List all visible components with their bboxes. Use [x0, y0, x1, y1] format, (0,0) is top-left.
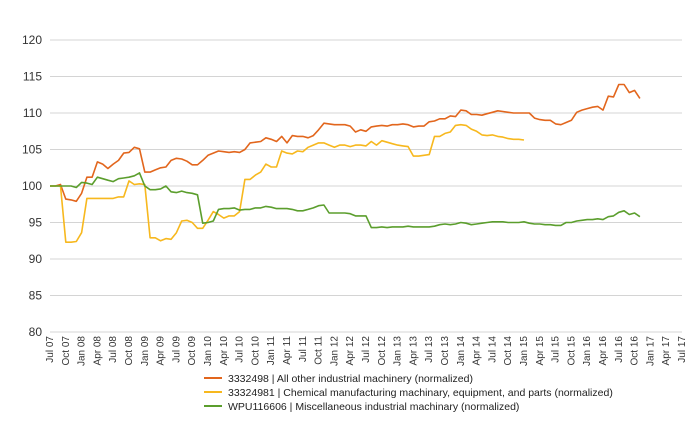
x-tick-label: Oct 11 — [314, 336, 325, 365]
x-tick-label: Jul 17 — [677, 336, 688, 363]
y-tick-label: 105 — [22, 143, 42, 157]
series-line-1 — [50, 83, 641, 203]
x-tick-label: Jul 10 — [235, 336, 246, 363]
x-tick-label: Apr 12 — [345, 336, 356, 366]
x-tick-label: Jul 11 — [298, 336, 309, 362]
x-tick-label: Jan 14 — [456, 336, 467, 366]
legend-label-3: WPU116606 | Miscellaneous industrial mac… — [228, 401, 519, 413]
x-tick-label: Oct 12 — [377, 336, 388, 366]
x-tick-label: Apr 15 — [535, 336, 546, 366]
x-tick-label: Jan 13 — [393, 336, 404, 366]
x-tick-label: Jul 16 — [614, 336, 625, 363]
series-line-2 — [50, 123, 525, 243]
x-tick-label: Oct 13 — [440, 336, 451, 366]
x-tick-label: Jan 09 — [140, 336, 151, 366]
legend-label-2: 33324981 | Chemical manufacturing machin… — [228, 387, 613, 399]
y-axis-tick-labels: 80 85 90 95 100 105 110 115 120 — [22, 33, 42, 339]
x-tick-label: Jul 09 — [171, 336, 182, 363]
legend: 3332498 | All other industrial machinery… — [204, 373, 613, 413]
y-tick-label: 80 — [29, 325, 43, 339]
x-tick-label: Apr 13 — [408, 336, 419, 366]
x-tick-label: Jan 16 — [582, 336, 593, 366]
x-tick-label: Jul 07 — [45, 336, 56, 363]
x-tick-label: Jul 08 — [108, 336, 119, 363]
x-tick-label: Oct 08 — [124, 336, 135, 366]
x-tick-label: Jan 12 — [329, 336, 340, 366]
x-tick-label: Jan 08 — [77, 336, 88, 366]
y-tick-label: 90 — [29, 252, 43, 266]
x-tick-label: Jul 15 — [551, 336, 562, 363]
y-tick-label: 110 — [23, 106, 42, 120]
y-tick-label: 100 — [22, 179, 42, 193]
y-tick-label: 115 — [23, 70, 42, 84]
x-tick-label: Apr 17 — [661, 336, 672, 366]
x-tick-label: Oct 16 — [630, 336, 641, 366]
x-tick-label: Jan 17 — [645, 336, 656, 366]
x-tick-label: Apr 14 — [472, 336, 483, 366]
x-tick-label: Oct 07 — [61, 336, 72, 366]
legend-label-1: 3332498 | All other industrial machinery… — [228, 373, 473, 385]
series-lines — [50, 83, 641, 243]
x-tick-label: Jul 14 — [487, 336, 498, 363]
x-tick-label: Oct 15 — [566, 336, 577, 366]
x-tick-label: Jul 12 — [361, 336, 372, 363]
x-tick-label: Apr 09 — [156, 336, 167, 366]
x-tick-label: Apr 08 — [92, 336, 103, 366]
x-tick-label: Oct 09 — [187, 336, 198, 366]
gridlines — [50, 39, 682, 333]
x-tick-label: Jan 10 — [203, 336, 214, 366]
x-tick-label: Oct 14 — [503, 336, 514, 366]
y-tick-label: 120 — [22, 33, 42, 47]
x-tick-label: Oct 10 — [250, 336, 261, 366]
x-tick-label: Jul 13 — [424, 336, 435, 363]
x-tick-label: Apr 16 — [598, 336, 609, 366]
x-tick-label: Apr 10 — [219, 336, 230, 366]
x-axis-tick-labels: Jul 07 Oct 07 Jan 08 Apr 08 Jul 08 Oct 08 Jan … — [45, 336, 688, 366]
y-tick-label: 95 — [29, 216, 43, 230]
x-tick-label: Jan 15 — [519, 336, 530, 366]
x-tick-label: Jan 11 — [266, 336, 277, 366]
x-tick-label: Apr 11 — [282, 336, 293, 365]
y-tick-label: 85 — [29, 289, 43, 303]
series-line-3 — [50, 172, 641, 229]
